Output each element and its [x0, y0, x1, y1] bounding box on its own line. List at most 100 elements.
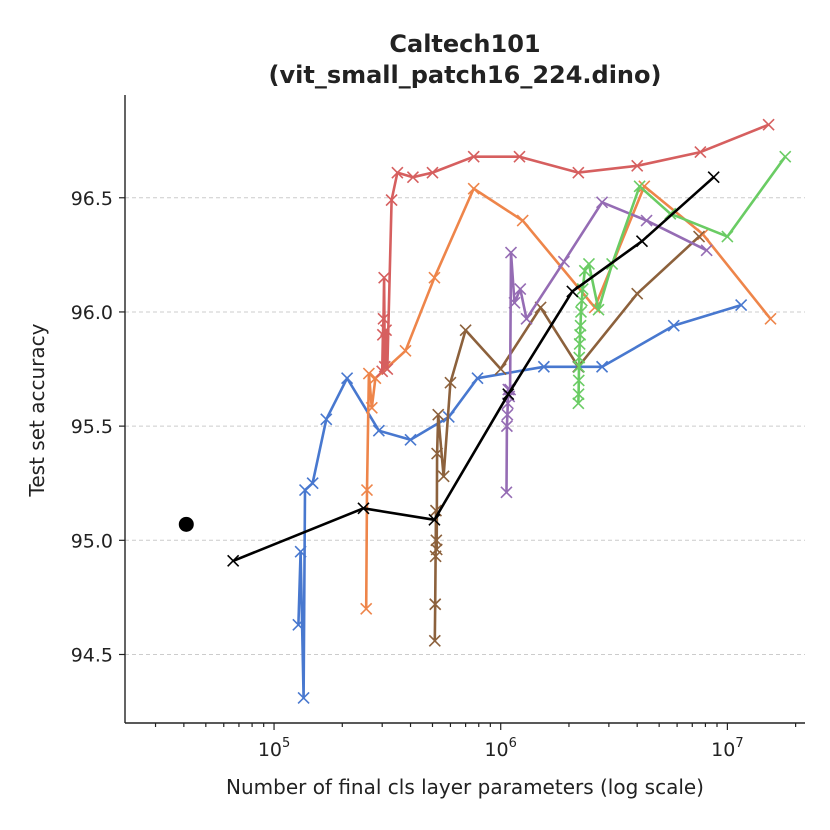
data-point-green [721, 230, 734, 243]
data-point-red [385, 193, 398, 207]
data-point-orange [428, 271, 441, 284]
series-green [572, 150, 792, 410]
series-red [376, 118, 775, 378]
marker-stroke [576, 283, 589, 296]
marker-stroke [294, 545, 307, 558]
data-point-black [707, 171, 720, 184]
series-brown [428, 230, 706, 647]
data-point-orange [360, 602, 373, 615]
data-point-orange [360, 484, 374, 497]
marker-stroke [399, 344, 412, 357]
marker-stroke [692, 230, 706, 243]
data-point-brown [430, 534, 443, 547]
data-point-blue [404, 433, 417, 446]
y-axis-label: Test set accuracy [25, 323, 49, 497]
data-point-green [582, 257, 595, 271]
marker-stroke [762, 118, 775, 131]
marker-stroke [566, 285, 579, 298]
marker-stroke [297, 691, 310, 704]
data-point-blue [292, 618, 305, 631]
data-point-green [573, 337, 586, 350]
series-black [227, 171, 720, 567]
marker-stroke [377, 312, 390, 325]
x-axis-label: Number of final cls layer parameters (lo… [226, 775, 704, 799]
marker-stroke [426, 166, 439, 179]
data-point-blue [471, 372, 484, 385]
marker-stroke [537, 360, 550, 373]
data-point-orange [365, 401, 378, 414]
marker-stroke [500, 420, 513, 433]
data-point-red [381, 362, 394, 376]
series-line-green [577, 155, 787, 404]
data-point-orange [516, 214, 529, 227]
marker-stroke [596, 360, 609, 373]
data-point-brown [444, 376, 457, 389]
axes [124, 95, 805, 724]
data-point-red [572, 166, 585, 179]
data-point-black [227, 554, 240, 567]
data-point-green [572, 360, 586, 373]
marker-stroke [429, 504, 443, 517]
marker-stroke [664, 207, 677, 220]
data-point-green [572, 388, 585, 401]
grid-lines [125, 197, 805, 655]
series-purple [500, 196, 713, 499]
data-point-green [578, 264, 591, 277]
data-point-purple [596, 196, 609, 209]
data-point-purple [700, 244, 713, 257]
marker-stroke [572, 388, 585, 401]
data-point-brown [428, 634, 441, 647]
data-point-red [377, 312, 390, 325]
data-point-blue [341, 372, 354, 385]
marker-stroke [292, 618, 305, 631]
marker-stroke [516, 214, 529, 227]
data-point-green [574, 328, 587, 341]
marker-stroke [385, 193, 398, 207]
y-ticks: 94.5 95.0 95.5 96.0 96.5 [71, 188, 125, 666]
data-point-green [572, 374, 585, 387]
marker-stroke [513, 150, 526, 163]
marker-stroke [428, 513, 441, 526]
data-point-purple [501, 408, 514, 421]
data-point-green [779, 150, 792, 163]
data-point-brown [459, 324, 472, 337]
x-tick-base: 10 [258, 739, 282, 761]
marker-stroke [721, 230, 734, 243]
series-line-orange [364, 185, 772, 609]
y-tick-label: 95.0 [71, 530, 113, 552]
marker-stroke [381, 362, 394, 376]
marker-stroke [227, 554, 240, 567]
marker-stroke [573, 337, 586, 350]
marker-stroke [514, 283, 527, 296]
x-tick-exponent: 7 [735, 736, 743, 751]
marker-stroke [444, 376, 457, 389]
marker-stroke [437, 470, 450, 483]
data-point-brown [429, 598, 442, 611]
data-point-orange [764, 312, 777, 325]
marker-stroke [508, 296, 521, 309]
marker-stroke [391, 166, 404, 179]
data-point-brown [692, 230, 706, 243]
data-point-orange [399, 344, 412, 357]
data-point-green [574, 319, 587, 332]
marker-stroke [320, 413, 333, 426]
data-point-green [592, 303, 605, 316]
data-point-brown [430, 543, 443, 556]
marker-stroke [764, 312, 777, 325]
marker-stroke [575, 294, 588, 307]
data-point-green [633, 180, 646, 193]
marker-stroke [700, 244, 713, 257]
data-point-brown [437, 470, 450, 483]
data-point-purple [557, 255, 570, 268]
marker-stroke [779, 150, 792, 163]
data-point-green [575, 294, 588, 307]
marker-stroke [362, 367, 375, 380]
marker-stroke [431, 447, 444, 460]
marker-stroke [667, 319, 680, 332]
data-point-orange [638, 180, 651, 193]
marker-stroke [459, 324, 472, 337]
marker-stroke [504, 246, 518, 259]
y-tick-label: 95.5 [71, 416, 113, 438]
data-point-red [426, 166, 439, 179]
